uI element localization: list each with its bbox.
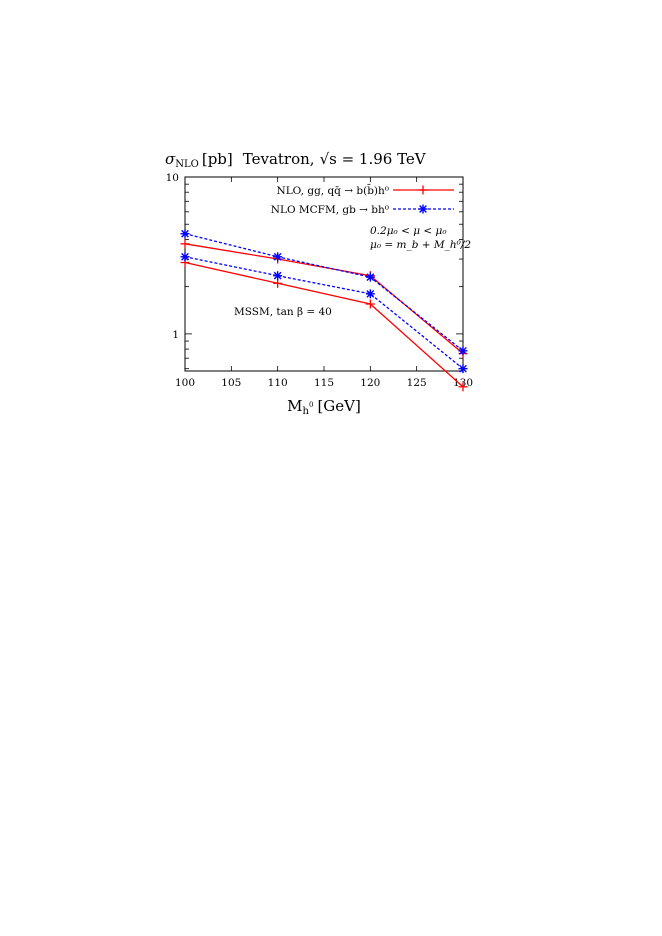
legend-marker-nlo (418, 185, 428, 195)
title-unit: [pb] (202, 150, 233, 168)
x-axis-label: Mh0 [GeV] (287, 397, 361, 417)
x-tick-label: 115 (314, 377, 334, 389)
data-point-nlo-0-0 (180, 239, 190, 249)
title-collider: Tevatron, (243, 150, 315, 168)
y-tick-label: 1 (172, 329, 179, 341)
title-sigma: σ (165, 150, 176, 168)
x-tick-label: 100 (175, 377, 195, 389)
legend-marker-mcfm (418, 204, 428, 214)
series-line-nlo-1 (184, 261, 464, 388)
legend: NLO, gg, qq̄ → b(b̄)h⁰ NLO MCFM, gb → bh… (271, 184, 454, 216)
data-point-nlo-1-2 (365, 299, 375, 309)
legend-label-mcfm: NLO MCFM, gb → bh⁰ (271, 204, 389, 216)
title-sigma-sub: NLO (175, 159, 199, 170)
series-layer (180, 229, 468, 392)
xlabel-sub: h (303, 406, 310, 417)
data-point-mcfm-2-1 (273, 252, 283, 262)
x-tick-label: 105 (221, 377, 241, 389)
series-line-mcfm-3 (184, 256, 464, 370)
data-point-mcfm-3-1 (273, 271, 283, 281)
data-point-nlo-1-3 (458, 382, 468, 392)
data-point-mcfm-3-0 (180, 252, 190, 262)
xlabel-unit: [GeV] (317, 397, 360, 415)
x-tick-label: 125 (407, 377, 427, 389)
x-tick-labels: 100 105 110 115 120 125 130 (175, 377, 473, 389)
legend-marker-symbol-nlo (418, 185, 428, 195)
data-point-mcfm-2-2 (365, 272, 375, 282)
legend-label-nlo: NLO, gg, qq̄ → b(b̄)h⁰ (277, 184, 389, 197)
annotation-mssm: MSSM, tan β = 40 (234, 306, 332, 318)
chart-title: σNLO [pb] Tevatron, √s = 1.96 TeV (165, 150, 427, 170)
xlabel-sup: 0 (309, 401, 313, 409)
data-point-mcfm-3-3 (458, 364, 468, 374)
data-point-mcfm-2-0 (180, 229, 190, 239)
series-line-nlo-0 (184, 243, 464, 354)
title-sqrt-s: √s = 1.96 TeV (320, 150, 427, 168)
x-tick-label: 120 (360, 377, 380, 389)
data-point-mcfm-3-2 (365, 289, 375, 299)
annotation-mu-range: 0.2μ₀ < μ < μ₀ (370, 225, 447, 237)
y-tick-labels: 1 10 (166, 172, 179, 341)
data-point-mcfm-2-3 (458, 346, 468, 356)
y-tick-label: 10 (166, 172, 179, 184)
data-point-nlo-1-1 (273, 278, 283, 288)
x-tick-label: 110 (268, 377, 288, 389)
legend-marker-symbol-mcfm (418, 204, 428, 214)
xlabel-main: M (287, 397, 302, 415)
series-line-mcfm-2 (184, 233, 464, 352)
annotation-mu-zero: μ₀ = m_b + M_h⁰/2 (370, 239, 471, 251)
